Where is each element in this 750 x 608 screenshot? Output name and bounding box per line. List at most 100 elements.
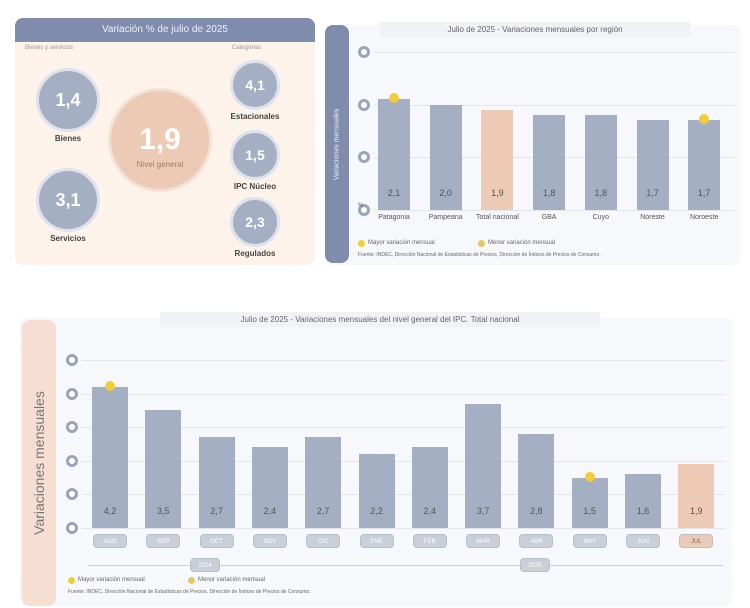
legend-max: Mayor variación mensual	[368, 240, 435, 246]
bar-jun	[625, 474, 661, 528]
gridline	[374, 52, 735, 53]
stat-circle: 3,1	[36, 168, 100, 232]
stat-label: Bienes	[54, 134, 82, 143]
region-chart-title: Julio de 2025 - Variaciones mensuales po…	[380, 22, 690, 37]
ylabel-text: Variaciones mensuales	[31, 391, 47, 535]
bar-nov	[251, 447, 288, 528]
summary-title: Variación % de julio de 2025	[15, 18, 315, 42]
y-tick: 0	[66, 522, 78, 534]
left-heading: Bienes y servicios	[25, 45, 74, 51]
bar-noreste	[636, 120, 669, 210]
x-tick-label: ENE	[359, 534, 394, 548]
bar-oct	[198, 437, 235, 528]
stat-circle: 4,1	[230, 60, 280, 110]
legend-min: Menor variación mensual	[198, 577, 266, 583]
stat-label: IPC Núcleo	[233, 182, 277, 191]
bar-value-label: 1,6	[636, 506, 650, 516]
gridline	[82, 427, 725, 429]
gridline	[82, 494, 725, 496]
gridline	[82, 360, 725, 361]
bar-value-label: 2,7	[316, 506, 330, 516]
y-tick: 1	[66, 488, 78, 501]
monthly-chart-ylabel: Variaciones mensuales	[22, 320, 56, 606]
x-tick-label: DIC	[306, 534, 341, 548]
bar-noroeste	[688, 120, 721, 210]
bar-value-label: 1,8	[542, 188, 556, 198]
bar-value-label: 1,7	[697, 188, 711, 198]
bar-total-nacional	[481, 109, 514, 210]
x-tick-label: AGO	[93, 534, 127, 548]
x-tick-label: Patagonia	[378, 214, 410, 221]
bar-value-label: 2,0	[439, 188, 452, 198]
x-tick-label: JUL	[679, 534, 714, 548]
gridline	[374, 104, 735, 106]
x-tick-label: JUN	[626, 534, 660, 548]
stat-circle: 1,4	[36, 68, 100, 132]
bar-patagonia	[378, 99, 410, 210]
max-marker-icon	[68, 577, 75, 584]
bar-value-label: 2,2	[370, 506, 383, 516]
bar-feb	[411, 447, 448, 528]
year-axis-line	[88, 565, 723, 566]
bar-value-label: 1,9	[491, 188, 504, 198]
legend-min: Menor variación mensual	[488, 240, 556, 246]
max-marker-icon	[105, 380, 115, 391]
year-label: 2024	[190, 558, 220, 572]
gridline	[82, 393, 725, 395]
bar-ago	[92, 386, 128, 528]
x-tick-label: Pampeana	[428, 214, 463, 221]
ylabel-text: Variaciones mensuales	[333, 108, 341, 180]
y-tick: 4	[66, 387, 78, 400]
min-marker-icon	[478, 240, 485, 247]
x-tick-label: Noroeste	[689, 214, 719, 221]
bar-gba	[533, 115, 566, 210]
y-tick: 0	[358, 204, 370, 216]
min-marker-icon	[188, 577, 195, 584]
x-tick-label: FEB	[412, 534, 447, 548]
bar-mar	[465, 403, 502, 528]
y-tick: 5	[66, 354, 78, 366]
bar-jul	[678, 464, 715, 528]
y-tick: 3	[66, 421, 78, 434]
year-label: 2025	[520, 558, 550, 572]
x-tick-label: MAY	[572, 534, 607, 548]
bar-ene	[358, 454, 395, 528]
x-tick-label: MAR	[466, 534, 501, 548]
stat-label: Estacionales	[230, 112, 280, 121]
y-tick: 1	[358, 151, 370, 164]
x-tick-label: Cuyo	[592, 214, 609, 221]
x-tick-label: Total nacional	[475, 214, 519, 221]
nivel-general-label: Nivel general	[136, 160, 184, 169]
x-tick-label: GBA	[541, 214, 557, 221]
source-note: Fuente: INDEC, Dirección Nacional de Est…	[68, 589, 311, 595]
gridline	[374, 210, 735, 211]
source-note: Fuente: INDEC, Dirección Nacional de Est…	[358, 252, 601, 258]
bar-value-label: 1,8	[594, 188, 608, 198]
gridline	[82, 528, 725, 529]
stat-label: Regulados	[234, 249, 276, 258]
bar-value-label: 2,4	[263, 506, 277, 516]
min-marker-icon	[699, 114, 710, 125]
stat-circle: 1,5	[230, 130, 280, 180]
bar-value-label: 3,5	[157, 506, 170, 516]
gridline	[82, 460, 725, 462]
nivel-general-circle: 1,9	[108, 88, 212, 192]
bar-value-label: 2,8	[530, 506, 543, 516]
bar-value-label: 1,9	[690, 506, 703, 516]
bar-value-label: 1,7	[646, 188, 659, 198]
x-tick-label: ABR	[519, 534, 554, 548]
bar-value-label: 2,1	[387, 188, 401, 198]
bar-dic	[305, 437, 342, 528]
bar-value-label: 2,7	[210, 506, 223, 516]
y-tick: 2	[66, 454, 78, 467]
x-tick-label: Noreste	[640, 214, 665, 221]
monthly-chart-title: Julio de 2025 - Variaciones mensuales de…	[160, 312, 600, 327]
x-tick-label: SEP	[146, 534, 181, 548]
stat-circle: 2,3	[230, 197, 280, 247]
bar-may	[571, 477, 608, 528]
stat-label: Servicios	[50, 234, 86, 243]
x-tick-label: OCT	[199, 534, 234, 548]
y-tick: 3	[358, 46, 370, 58]
bar-cuyo	[584, 115, 617, 210]
y-unit: %	[358, 203, 364, 209]
